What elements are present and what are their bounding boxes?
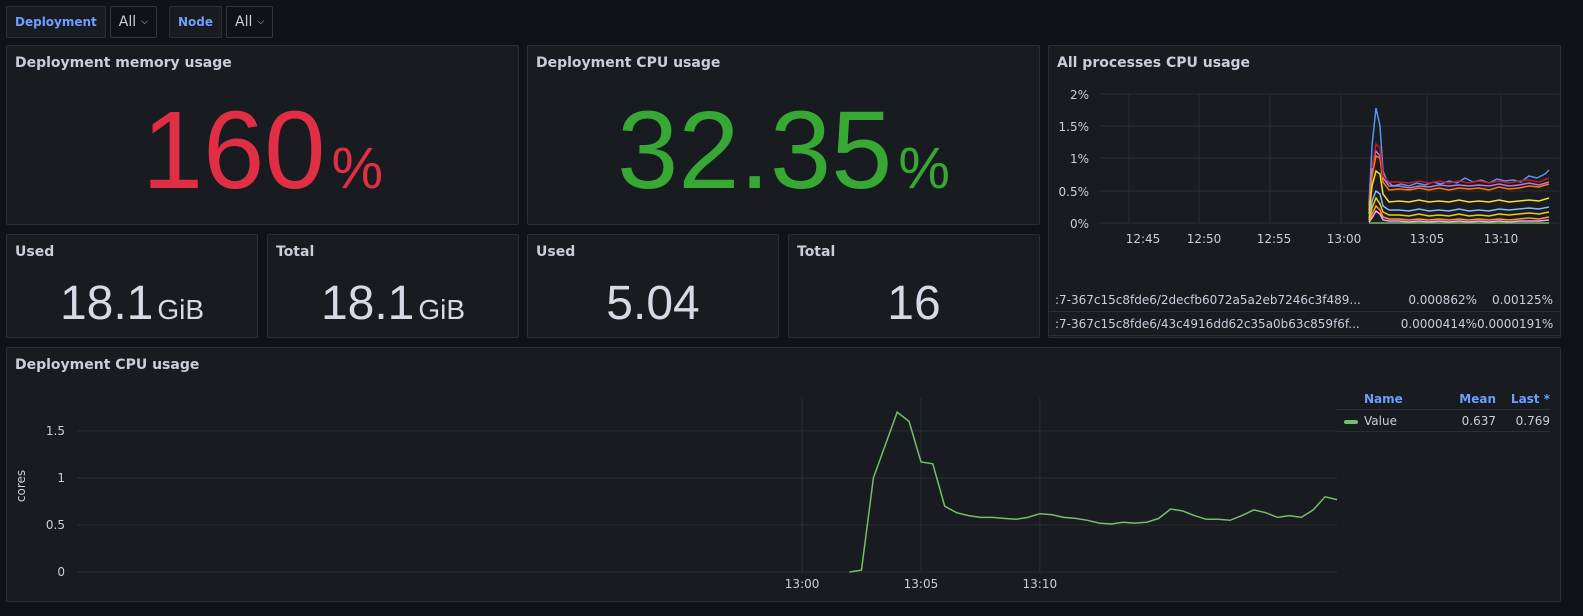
- processes-grid: [1099, 93, 1559, 224]
- processes-table: :7-367c15c8fde6/2decfb6072a5a2eb7246c3f4…: [1049, 288, 1560, 337]
- cpu-timeseries-panel[interactable]: Deployment CPU usage cores 1.5 1 0.5 0 1…: [6, 347, 1561, 602]
- x-tick-label: 13:10: [1484, 232, 1519, 246]
- variable-bar: Deployment All ⌵ Node All ⌵: [6, 6, 285, 38]
- cpu-usage-number: 32.35: [617, 89, 893, 212]
- memory-usage-panel[interactable]: Deployment memory usage 160%: [6, 45, 519, 225]
- process-last: 0.0000191%: [1477, 316, 1554, 331]
- process-name: :7-367c15c8fde6/43c4916dd62c35a0b63c859f…: [1055, 316, 1360, 331]
- panel-title: Deployment memory usage: [15, 55, 232, 71]
- series-line-value: [849, 410, 1338, 573]
- memory-usage-value: 160%: [7, 96, 518, 206]
- x-tick-label: 13:05: [1410, 232, 1445, 246]
- y-axis-label: cores: [14, 470, 28, 502]
- y-tick-label: 0.5%: [1059, 185, 1090, 199]
- legend-series-name: Value: [1364, 413, 1397, 428]
- chevron-down-icon: ⌵: [257, 17, 265, 27]
- x-tick-label: 12:50: [1187, 232, 1222, 246]
- panel-title: Deployment CPU usage: [15, 357, 200, 373]
- x-tick-label: 13:05: [904, 577, 939, 591]
- legend-last: 0.769: [1515, 413, 1550, 428]
- memory-usage-number: 160: [141, 89, 326, 212]
- y-tick-label: 1.5%: [1059, 120, 1090, 134]
- process-series-line: [1368, 169, 1550, 215]
- process-series-line: [1368, 204, 1550, 223]
- processes-cpu-chart: 2% 1.5% 1% 0.5% 0% 12:45 12:50 12:55 13:…: [1059, 88, 1559, 246]
- variable-label-deployment: Deployment: [6, 6, 106, 38]
- y-tick-label: 0%: [1070, 217, 1089, 231]
- process-series-line: [1371, 142, 1550, 184]
- process-name: :7-367c15c8fde6/2decfb6072a5a2eb7246c3f4…: [1055, 292, 1361, 307]
- x-tick-label: 12:45: [1126, 232, 1161, 246]
- panel-title: Deployment CPU usage: [536, 55, 721, 71]
- table-row[interactable]: :7-367c15c8fde6/2decfb6072a5a2eb7246c3f4…: [1049, 288, 1560, 312]
- variable-label-node: Node: [168, 6, 222, 38]
- memory-total-panel[interactable]: Total 18.1 GiB: [267, 234, 519, 338]
- legend-header-mean[interactable]: Mean: [1459, 391, 1496, 406]
- y-tick-label: 1: [57, 471, 65, 485]
- process-series-line: [1368, 209, 1550, 223]
- legend-swatch: [1344, 419, 1358, 424]
- panel-title: Used: [15, 244, 55, 260]
- memory-total-value: 18.1 GiB: [268, 280, 518, 328]
- cpu-usage-panel[interactable]: Deployment CPU usage 32.35%: [527, 45, 1040, 225]
- cpu-total-panel[interactable]: Total 16: [788, 234, 1040, 338]
- process-last: 0.00125%: [1491, 292, 1553, 307]
- processes-cpu-panel[interactable]: All processes CPU usage 2% 1.5% 1% 0.5% …: [1048, 45, 1561, 338]
- chart-grid: [77, 398, 1337, 573]
- y-tick-label: 0.5: [46, 518, 65, 532]
- stat-number: 18.1: [59, 277, 154, 330]
- legend-name-cell: Value: [1336, 414, 1436, 428]
- deployment-select-value: All: [118, 14, 137, 30]
- cpu-total-value: 16: [789, 280, 1039, 328]
- memory-used-value: 18.1 GiB: [7, 280, 257, 328]
- legend-row[interactable]: Value 0.637 0.769: [1336, 410, 1550, 432]
- panel-title: Used: [536, 244, 576, 260]
- legend-header-name[interactable]: Name: [1364, 391, 1403, 406]
- node-select-value: All: [235, 14, 253, 30]
- x-tick-label: 13:00: [785, 577, 820, 591]
- x-tick-label: 12:55: [1257, 232, 1292, 246]
- legend-mean: 0.637: [1461, 413, 1496, 428]
- legend-header-last[interactable]: Last *: [1510, 391, 1550, 406]
- x-tick-label: 13:00: [1327, 232, 1362, 246]
- cpu-timeseries-chart: cores 1.5 1 0.5 0 12:45 12:50 12:55 13:0…: [14, 398, 1338, 591]
- chevron-down-icon: ⌵: [141, 17, 148, 27]
- y-tick-label: 1.5: [46, 424, 65, 438]
- cpu-used-panel[interactable]: Used 5.04: [527, 234, 779, 338]
- panel-title: All processes CPU usage: [1057, 55, 1251, 71]
- x-tick-label: 13:10: [1023, 577, 1058, 591]
- y-tick-label: 2%: [1070, 88, 1089, 102]
- process-series-line: [1368, 189, 1550, 219]
- process-series-line: [1368, 196, 1550, 221]
- y-tick-label: 0: [57, 565, 65, 579]
- deployment-select[interactable]: All ⌵: [109, 6, 157, 38]
- cpu-usage-value: 32.35%: [528, 96, 1039, 206]
- stat-number: 16: [887, 277, 941, 330]
- stat-unit: GiB: [157, 294, 205, 325]
- memory-used-panel[interactable]: Used 18.1 GiB: [6, 234, 258, 338]
- node-select[interactable]: All ⌵: [226, 6, 274, 38]
- cpu-usage-unit: %: [898, 136, 950, 201]
- stat-unit: GiB: [418, 294, 466, 325]
- process-series-line: [1368, 154, 1550, 211]
- chart-legend: Name Mean Last * Value 0.637 0.769: [1336, 388, 1550, 432]
- stat-number: 5.04: [606, 277, 700, 330]
- stat-number: 18.1: [320, 277, 415, 330]
- y-tick-label: 1%: [1070, 152, 1089, 166]
- legend-header: Name Mean Last *: [1336, 388, 1550, 410]
- memory-usage-unit: %: [331, 136, 384, 201]
- panel-title: Total: [276, 244, 315, 260]
- process-mean: 0.0000414%: [1400, 316, 1477, 331]
- table-row[interactable]: :7-367c15c8fde6/f361ed83922feeec8e253bc6…: [1049, 336, 1560, 337]
- panel-title: Total: [797, 244, 836, 260]
- cpu-used-value: 5.04: [528, 280, 778, 328]
- process-mean: 0.000862%: [1408, 292, 1477, 307]
- table-row[interactable]: :7-367c15c8fde6/43c4916dd62c35a0b63c859f…: [1049, 312, 1560, 336]
- process-series-line: [1368, 149, 1550, 207]
